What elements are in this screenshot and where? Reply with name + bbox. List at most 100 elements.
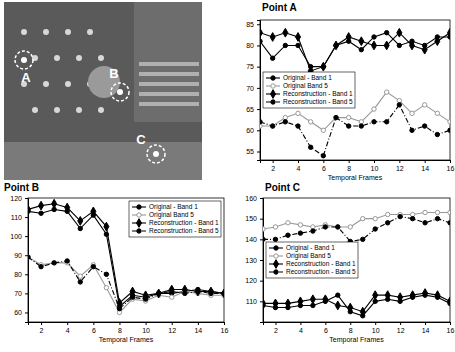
tick: 140 (245, 236, 263, 243)
data-point (263, 299, 266, 308)
x-axis: 246810121416 (264, 322, 455, 334)
data-point (221, 289, 224, 298)
legend-marker (271, 76, 275, 80)
data-point (78, 226, 82, 230)
data-point (295, 33, 300, 42)
data-point (52, 261, 56, 265)
x-axis: 246810121416 (29, 322, 229, 334)
data-point (335, 301, 340, 310)
plot-area (260, 28, 450, 158)
data-point (346, 33, 351, 42)
tick: 8 (349, 322, 353, 334)
tick-mark (25, 236, 28, 237)
tick-label: 110 (11, 214, 22, 221)
tick-mark (257, 24, 260, 25)
legend-marker (137, 205, 141, 209)
tick-label: 12 (397, 327, 405, 334)
legend-label: Reconstruction - Band 1 (286, 260, 356, 267)
image-stripe (139, 62, 199, 66)
axis-line (29, 323, 225, 326)
data-point (260, 120, 262, 124)
series-line (263, 295, 450, 316)
image-dot (65, 81, 71, 87)
tick-label: 55 (246, 148, 254, 155)
data-point (373, 291, 378, 300)
tick-mark (260, 301, 263, 302)
tick-label: 90 (14, 252, 22, 259)
tick-label: 10 (142, 327, 150, 334)
tick-label: 4 (297, 165, 301, 172)
tick-label: 70 (246, 85, 254, 92)
data-point (263, 237, 265, 241)
data-point (298, 297, 303, 306)
data-point (130, 295, 134, 299)
tick-label: 8 (349, 327, 353, 334)
tick: 65 (246, 106, 260, 113)
legend-box (129, 201, 221, 237)
data-point (156, 291, 160, 295)
point-marker (117, 89, 123, 95)
tick-mark (350, 322, 351, 325)
data-point (398, 214, 402, 218)
tick: 120 (245, 277, 263, 284)
x-axis: 246810121416 (261, 160, 455, 172)
tick-mark (399, 160, 400, 163)
data-point (308, 145, 312, 149)
tick-label: 12 (396, 165, 404, 172)
legend-marker (137, 213, 141, 217)
data-point (447, 297, 450, 306)
legend-label: Reconstruction - Band 1 (283, 90, 353, 97)
data-point (156, 289, 161, 298)
axis-line (261, 161, 451, 164)
tick-label: 16 (447, 327, 455, 334)
legend-label: Original - Band 1 (283, 74, 332, 82)
data-point (435, 210, 439, 214)
data-point (334, 115, 338, 119)
tick-label: 70 (14, 290, 22, 297)
data-point (385, 291, 390, 300)
tick-mark (257, 45, 260, 46)
data-point (39, 201, 44, 210)
data-point (39, 264, 43, 268)
tick-label: 16 (221, 327, 229, 334)
series-line (28, 257, 224, 312)
image-stripe (139, 92, 199, 96)
data-point (263, 227, 265, 231)
tick-label: 150 (245, 215, 257, 222)
tick: 90 (14, 252, 28, 259)
point-marker-ring (111, 83, 129, 101)
series-line (28, 257, 224, 309)
data-point (270, 124, 274, 128)
image-dot (43, 81, 49, 87)
data-point (52, 261, 56, 265)
data-point (28, 255, 30, 259)
y-axis: 110120130140150160 (245, 195, 263, 323)
tick-label: 85 (246, 21, 254, 28)
image-region (134, 2, 202, 122)
chart-title: Point A (262, 2, 297, 13)
data-point (91, 264, 95, 268)
tick: 14 (422, 322, 430, 334)
image-dot (32, 107, 38, 113)
x-axis-title: Temporal Frames (328, 174, 383, 182)
data-point (448, 120, 450, 124)
legend-label: Reconstruction - Band 5 (149, 227, 219, 234)
tick: 10 (372, 322, 380, 334)
x-axis-title: Temporal Frames (329, 336, 384, 344)
tick: 120 (10, 195, 28, 202)
chart-title: Point C (265, 182, 300, 193)
data-point (360, 307, 365, 316)
data-point (65, 203, 70, 212)
data-point (447, 28, 450, 37)
tick-mark (273, 160, 274, 163)
data-point (170, 289, 174, 293)
tick-mark (298, 160, 299, 163)
tick-mark (349, 160, 350, 163)
data-point (346, 115, 350, 119)
data-point (385, 221, 389, 225)
data-point (410, 128, 414, 132)
tick: 160 (245, 195, 263, 202)
image-blob (88, 66, 120, 98)
tick-label: 14 (421, 165, 429, 172)
tick-mark (323, 160, 324, 163)
